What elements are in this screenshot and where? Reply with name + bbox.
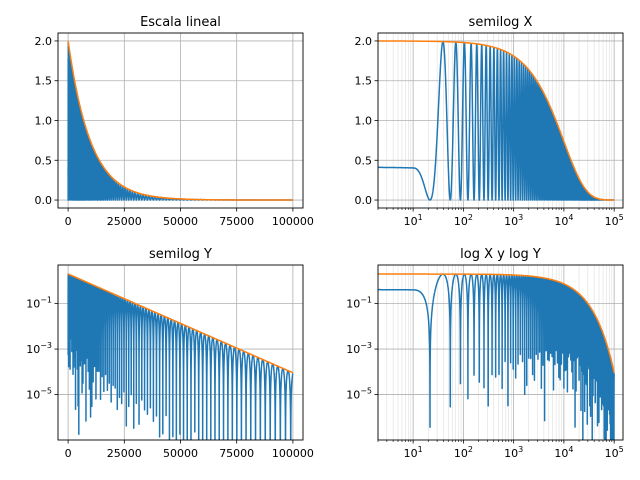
chart-1-x-tick-label: 101 [404, 213, 423, 228]
chart-1-y-tick-label: 1.5 [355, 75, 373, 88]
chart-2-x-tick-label: 75000 [219, 447, 254, 460]
chart-3-x-tick-label: 104 [554, 445, 573, 460]
chart-0-y-tick-label: 0.5 [35, 154, 53, 167]
chart-0-y-tick-label: 0.0 [35, 194, 53, 207]
chart-3-x-tick-label: 102 [454, 445, 473, 460]
chart-1-y-tick-label: 2.0 [355, 35, 373, 48]
chart-2-x-tick-label: 100000 [272, 447, 314, 460]
chart-1-series-1-line [378, 40, 615, 201]
chart-3-y-tick-label: 10−3 [346, 341, 372, 356]
chart-0-x-tick-label: 50000 [163, 215, 198, 228]
chart-0-series-1-line [67, 40, 294, 201]
chart-panel-2: 0 25000 50000 75000 100000 10−1 10−3 10−5 semilo… [26, 247, 314, 460]
chart-3-x-tick-label: 105 [605, 445, 624, 460]
chart-0-x-tick-label: 100000 [272, 215, 314, 228]
chart-2-x-tick-label: 50000 [163, 447, 198, 460]
chart-0-y-tick-label: 1.0 [35, 115, 53, 128]
chart-3-title: log X y log Y [460, 247, 541, 262]
chart-1-y-tick-label: 0.0 [355, 194, 373, 207]
chart-2-series-0-line [67, 273, 294, 440]
chart-1-title: semilog X [469, 15, 533, 30]
chart-0-x-tick-label: 0 [65, 215, 72, 228]
chart-3-axes-frame [377, 264, 624, 441]
chart-panel-3: 101 102 103 104 105 10−1 10−3 10−5 log X y log Y [346, 247, 624, 460]
chart-1-x-tick-label: 103 [504, 213, 523, 228]
chart-1-y-tick-label: 0.5 [355, 154, 373, 167]
chart-3-series-1-line [378, 273, 615, 374]
chart-3-y-tick-label: 10−1 [346, 296, 372, 311]
chart-0-x-tick-label: 25000 [107, 215, 142, 228]
chart-3-x-tick-label: 101 [404, 445, 423, 460]
chart-2-y-tick-label: 10−5 [26, 387, 52, 402]
chart-panel-1: 101 102 103 104 105 0.0 0.5 1.0 1.5 2.0 semilog X [355, 15, 624, 228]
chart-2-title: semilog Y [149, 247, 212, 262]
chart-2-x-tick-label: 0 [65, 447, 72, 460]
chart-1-series-0-line [378, 40, 615, 201]
chart-1-x-tick-label: 105 [605, 213, 624, 228]
chart-0-x-tick-label: 75000 [219, 215, 254, 228]
chart-1-x-tick-label: 102 [454, 213, 473, 228]
chart-1-x-tick-label: 104 [554, 213, 573, 228]
chart-2-y-tick-label: 10−1 [26, 296, 52, 311]
chart-2-x-tick-label: 25000 [107, 447, 142, 460]
chart-2-y-tick-label: 10−3 [26, 341, 52, 356]
chart-3-x-tick-label: 103 [504, 445, 523, 460]
chart-panel-0: 0 25000 50000 75000 100000 0.0 0.5 1.0 1.5 2.0 Esc… [35, 15, 314, 228]
chart-2-series-1-line [67, 273, 294, 374]
chart-1-y-tick-label: 1.0 [355, 115, 373, 128]
chart-0-y-tick-label: 2.0 [35, 35, 53, 48]
chart-0-title: Escala lineal [140, 15, 221, 30]
chart-3-series-0-line [378, 273, 615, 440]
chart-0-y-tick-label: 1.5 [35, 75, 53, 88]
chart-3-y-tick-label: 10−5 [346, 387, 372, 402]
